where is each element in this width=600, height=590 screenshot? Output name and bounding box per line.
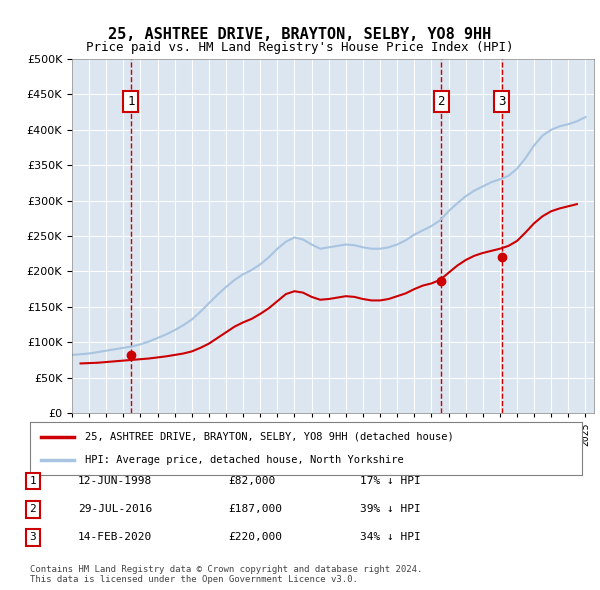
Text: 2: 2 — [29, 504, 37, 514]
Text: £220,000: £220,000 — [228, 533, 282, 542]
Text: Price paid vs. HM Land Registry's House Price Index (HPI): Price paid vs. HM Land Registry's House … — [86, 41, 514, 54]
Text: HPI: Average price, detached house, North Yorkshire: HPI: Average price, detached house, Nort… — [85, 455, 404, 465]
Text: Contains HM Land Registry data © Crown copyright and database right 2024.
This d: Contains HM Land Registry data © Crown c… — [30, 565, 422, 584]
Text: 39% ↓ HPI: 39% ↓ HPI — [360, 504, 421, 514]
Text: 3: 3 — [498, 95, 506, 108]
Text: 3: 3 — [29, 533, 37, 542]
Text: 12-JUN-1998: 12-JUN-1998 — [78, 476, 152, 486]
Text: 14-FEB-2020: 14-FEB-2020 — [78, 533, 152, 542]
Text: 1: 1 — [29, 476, 37, 486]
Text: 29-JUL-2016: 29-JUL-2016 — [78, 504, 152, 514]
Text: 2: 2 — [437, 95, 445, 108]
Text: 34% ↓ HPI: 34% ↓ HPI — [360, 533, 421, 542]
Text: 25, ASHTREE DRIVE, BRAYTON, SELBY, YO8 9HH: 25, ASHTREE DRIVE, BRAYTON, SELBY, YO8 9… — [109, 27, 491, 41]
Text: £82,000: £82,000 — [228, 476, 275, 486]
Text: £187,000: £187,000 — [228, 504, 282, 514]
Text: 1: 1 — [127, 95, 134, 108]
Text: 25, ASHTREE DRIVE, BRAYTON, SELBY, YO8 9HH (detached house): 25, ASHTREE DRIVE, BRAYTON, SELBY, YO8 9… — [85, 432, 454, 442]
Text: 17% ↓ HPI: 17% ↓ HPI — [360, 476, 421, 486]
